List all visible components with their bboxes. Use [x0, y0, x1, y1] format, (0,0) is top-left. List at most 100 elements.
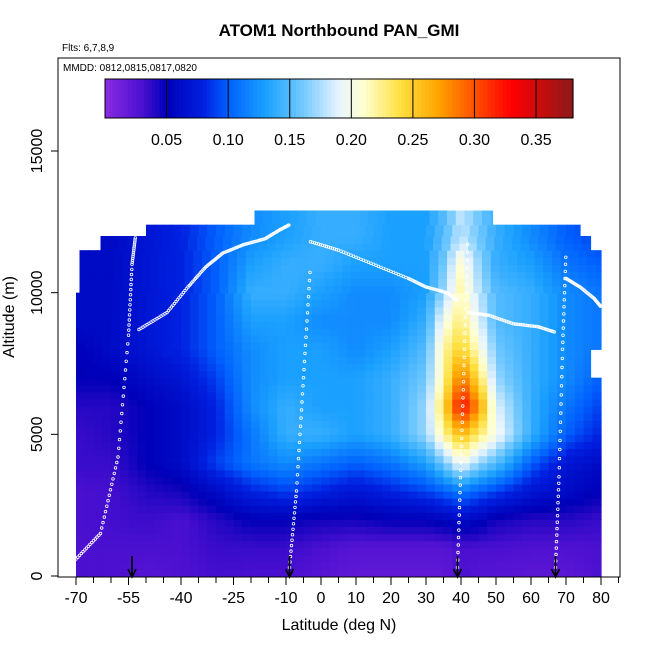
heatmap-cell	[223, 236, 233, 244]
heatmap-cell	[434, 370, 445, 379]
heatmap-cell	[154, 228, 165, 237]
observation-point	[99, 526, 104, 530]
heatmap-cell	[417, 512, 427, 520]
colorbar-segment	[413, 79, 418, 118]
observation-point	[557, 481, 561, 485]
heatmap-cell	[408, 561, 418, 570]
heatmap-cell	[303, 540, 313, 549]
heatmap-cell	[333, 264, 343, 273]
heatmap-cell	[504, 498, 515, 506]
heatmap-cell	[189, 498, 200, 506]
heatmap-cell	[321, 335, 331, 343]
heatmap-cell	[280, 257, 291, 265]
heatmap-cell	[329, 547, 340, 556]
heatmap-cell	[268, 519, 278, 528]
heatmap-cell	[88, 250, 98, 258]
heatmap-cell	[469, 321, 480, 329]
heatmap-cell	[251, 512, 261, 520]
heatmap-cell	[464, 285, 474, 294]
heatmap-cell	[356, 391, 366, 400]
heatmap-cell	[487, 519, 497, 528]
heatmap-cell	[452, 321, 462, 329]
heatmap-cell	[219, 278, 229, 287]
heatmap-cell	[263, 264, 273, 273]
heatmap-cell	[84, 356, 95, 365]
heatmap-cell	[583, 406, 593, 414]
heatmap-cell	[487, 398, 497, 407]
heatmap-cell	[268, 568, 278, 577]
heatmap-cell	[356, 370, 366, 379]
heatmap-cell	[338, 406, 348, 414]
heatmap-cell	[382, 342, 392, 350]
heatmap-cell	[356, 335, 366, 343]
heatmap-cell	[249, 243, 259, 251]
heatmap-cell	[146, 469, 156, 478]
heatmap-cell	[154, 547, 165, 556]
heatmap-cell	[189, 299, 200, 308]
heatmap-cell	[592, 292, 602, 301]
heatmap-cell	[303, 491, 313, 499]
heatmap-cell	[347, 342, 357, 350]
heatmap-cell	[242, 377, 252, 386]
heatmap-cell	[137, 292, 147, 301]
heatmap-cell	[368, 250, 378, 258]
heatmap-cell	[189, 391, 200, 400]
observation-point	[522, 323, 526, 327]
heatmap-cell	[426, 328, 436, 336]
heatmap-cell	[329, 413, 340, 421]
heatmap-cell	[207, 512, 217, 520]
heatmap-cell	[443, 391, 453, 400]
heatmap-cell	[286, 321, 296, 329]
heatmap-cell	[531, 370, 541, 379]
heatmap-cell	[574, 363, 585, 372]
heatmap-cell	[426, 356, 436, 365]
heatmap-cell	[385, 285, 396, 294]
heatmap-cell	[242, 519, 252, 528]
heatmap-cell	[286, 469, 296, 478]
heatmap-cell	[487, 441, 497, 450]
heatmap-cell	[237, 257, 247, 265]
heatmap-cell	[452, 306, 462, 315]
heatmap-cell	[443, 356, 453, 365]
heatmap-cell	[391, 568, 401, 577]
heatmap-cell	[84, 413, 95, 421]
colorbar-segment	[108, 79, 114, 118]
heatmap-cell	[233, 299, 243, 308]
heatmap-cell	[513, 292, 523, 301]
heatmap-cell	[557, 554, 567, 563]
heatmap-cell	[324, 217, 334, 226]
heatmap-cell	[312, 342, 322, 350]
heatmap-cell	[93, 476, 103, 485]
heatmap-cell	[242, 441, 252, 450]
heatmap-cell	[496, 335, 506, 343]
heatmap-cell	[158, 257, 168, 265]
heatmap-cell	[531, 483, 541, 492]
heatmap-cell	[93, 356, 103, 365]
heatmap-cell	[539, 554, 550, 563]
heatmap-cell	[574, 224, 581, 230]
heatmap-cell	[583, 568, 593, 577]
colorbar-segment	[350, 79, 356, 118]
heatmap-cell	[531, 448, 541, 457]
heatmap-cell	[531, 568, 541, 577]
heatmap-cell	[224, 547, 235, 556]
heatmap-cell	[513, 224, 523, 230]
heatmap-cell	[504, 292, 515, 301]
heatmap-cell	[294, 512, 305, 520]
heatmap-cell	[268, 413, 278, 421]
heatmap-cell	[189, 420, 200, 428]
heatmap-cell	[102, 349, 112, 358]
heatmap-cell	[184, 271, 194, 280]
heatmap-cell	[198, 512, 208, 520]
heatmap-cell	[137, 349, 147, 358]
heatmap-cell	[216, 370, 226, 379]
heatmap-cell	[531, 434, 541, 443]
heatmap-cell	[557, 292, 567, 301]
heatmap-cell	[84, 483, 95, 492]
heatmap-cell	[452, 462, 462, 471]
heatmap-cell	[485, 236, 495, 244]
heatmap-cell	[557, 413, 567, 421]
heatmap-cell	[329, 420, 340, 428]
heatmap-cell	[259, 455, 270, 464]
heatmap-cell	[111, 313, 121, 322]
